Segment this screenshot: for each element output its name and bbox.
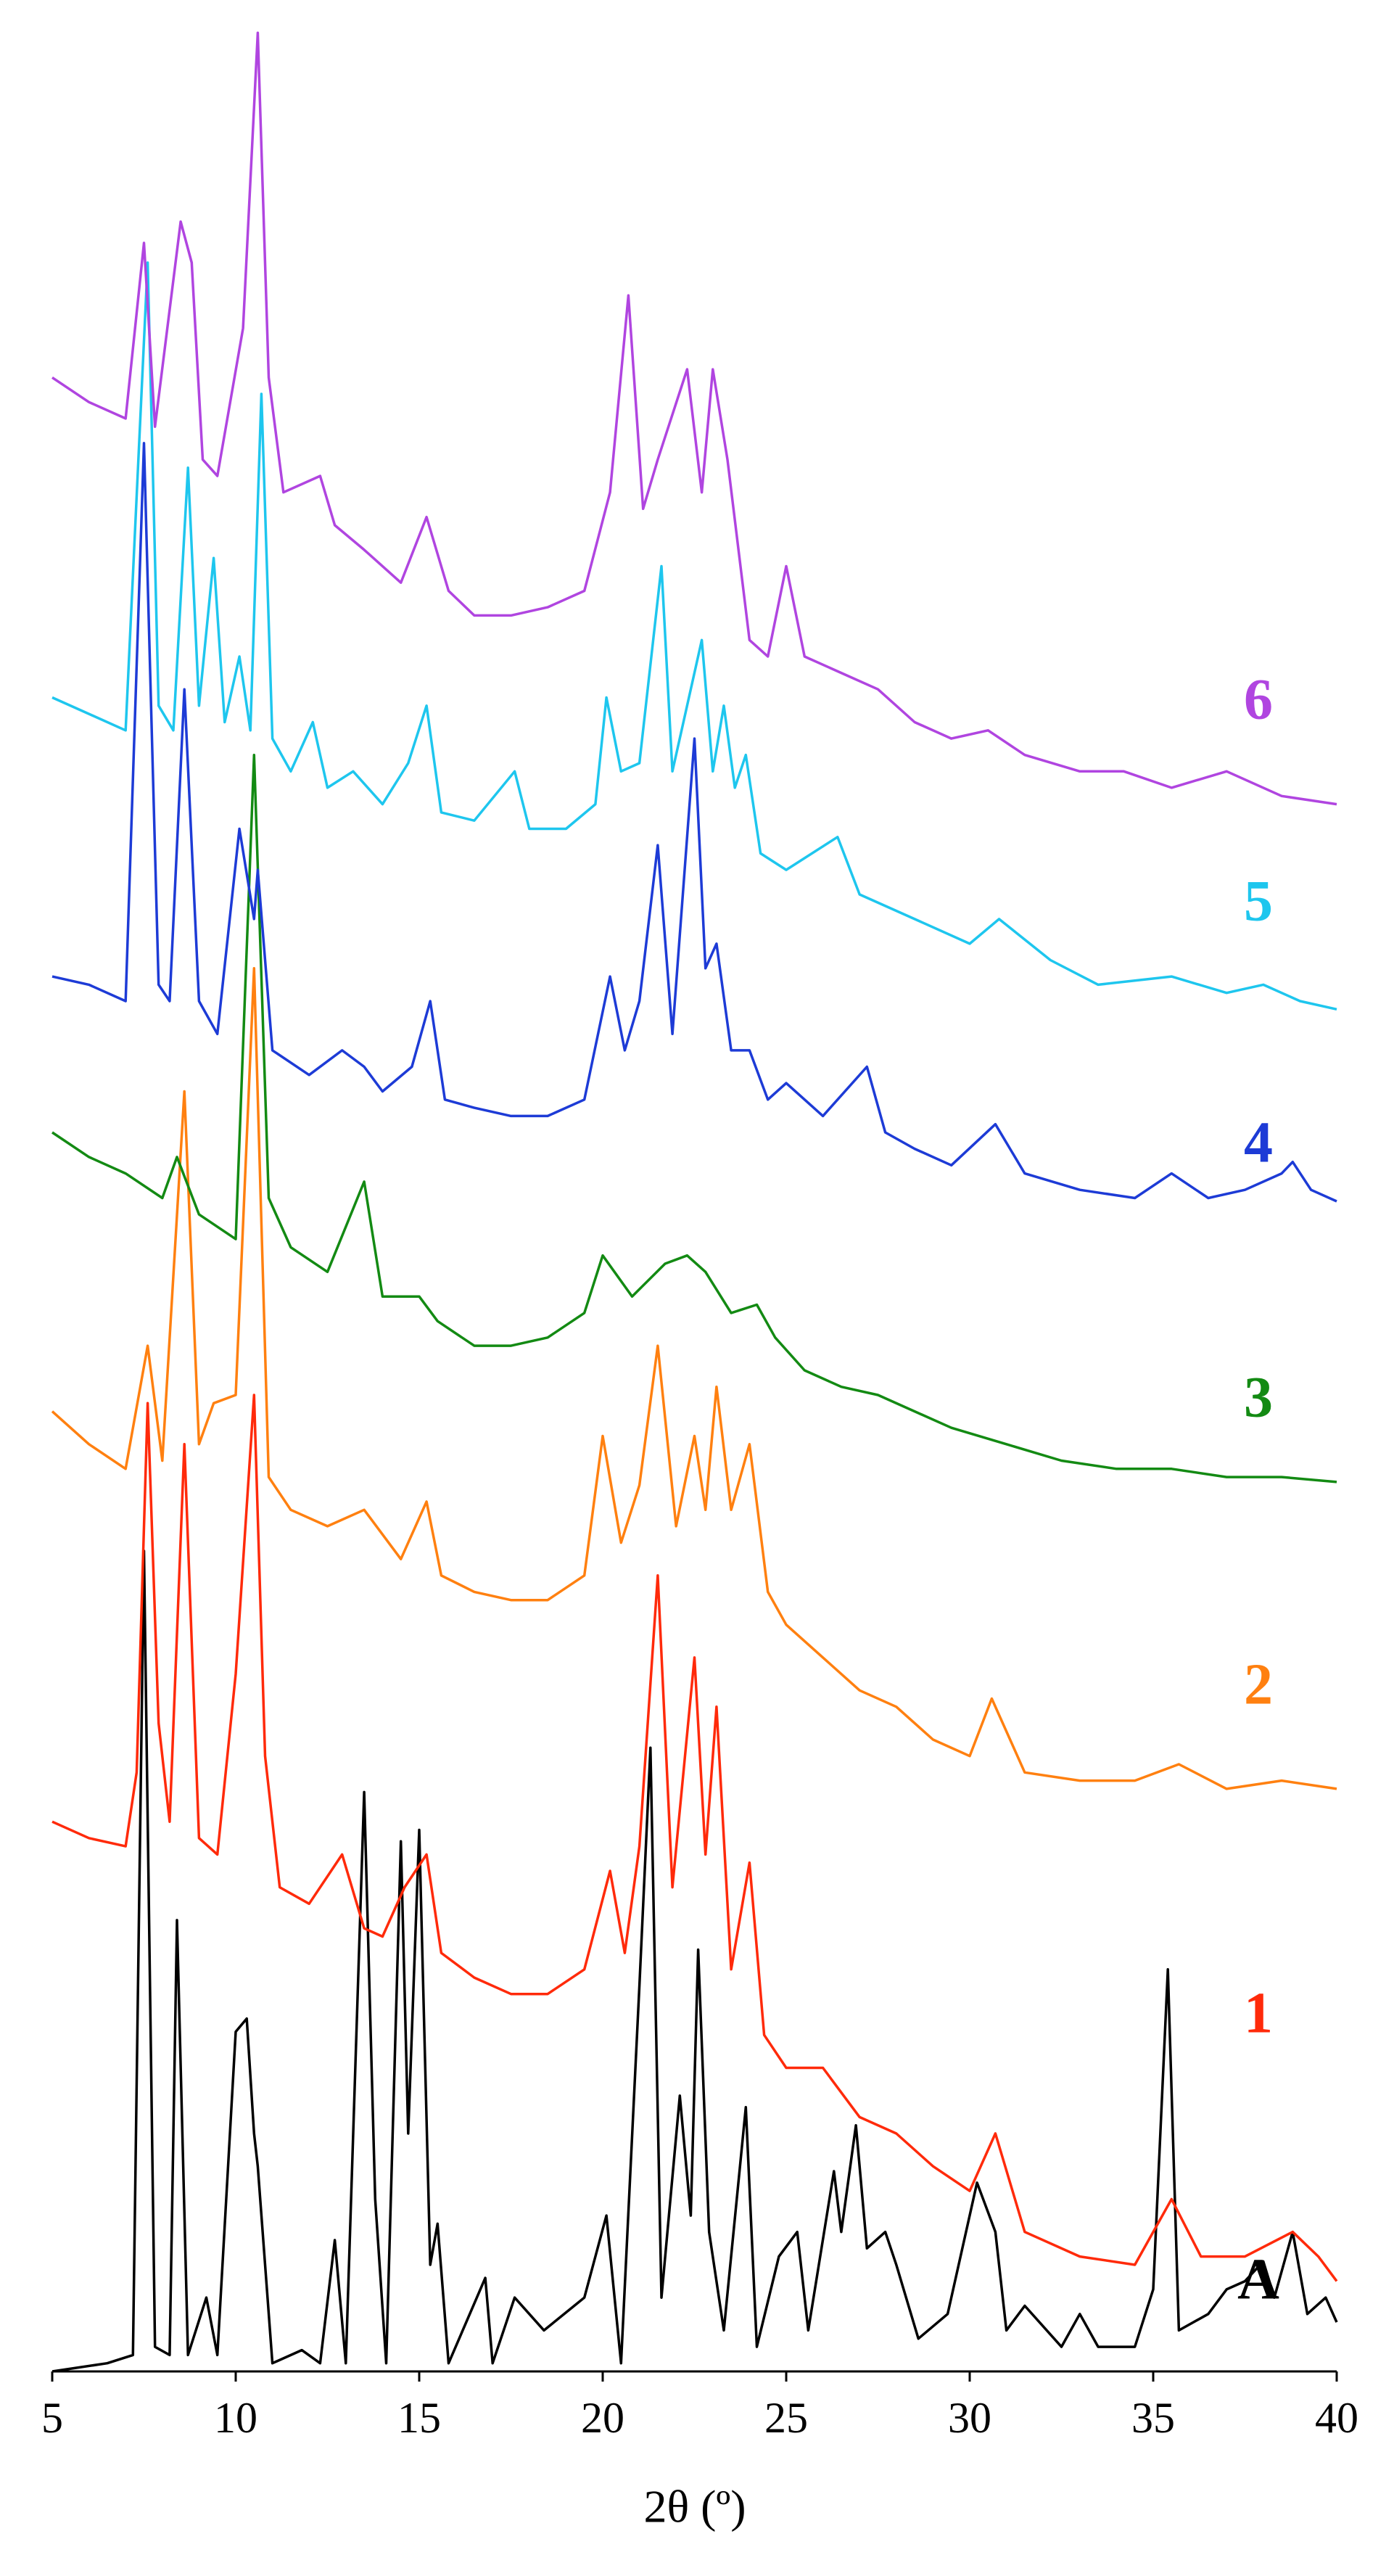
pattern-line (51, 442, 1337, 1203)
x-tick-label: 30 (948, 2394, 991, 2442)
pattern-line (51, 967, 1337, 1790)
series-label: 3 (1244, 1365, 1273, 1429)
pattern-line (51, 753, 1337, 1484)
x-tick-label: 40 (1315, 2394, 1358, 2442)
pattern-line (51, 1550, 1338, 2373)
x-axis-title: 2θ (º) (643, 2481, 746, 2532)
x-tick-label: 25 (764, 2394, 808, 2442)
series-label: 5 (1244, 869, 1273, 933)
x-tick-label: 5 (41, 2394, 63, 2442)
series-label: A (1237, 2247, 1279, 2311)
pattern-line (51, 261, 1337, 1011)
pattern-line (51, 31, 1337, 806)
x-tick-label: 20 (581, 2394, 624, 2442)
series-label: 4 (1244, 1111, 1273, 1174)
series-label: 6 (1244, 667, 1273, 731)
pattern-line (51, 1394, 1338, 2282)
x-tick-label: 35 (1131, 2394, 1175, 2442)
series-label: 1 (1244, 1981, 1273, 2045)
x-tick-label: 10 (214, 2394, 257, 2442)
series-label: 2 (1244, 1653, 1273, 1716)
x-tick-label: 15 (397, 2394, 441, 2442)
